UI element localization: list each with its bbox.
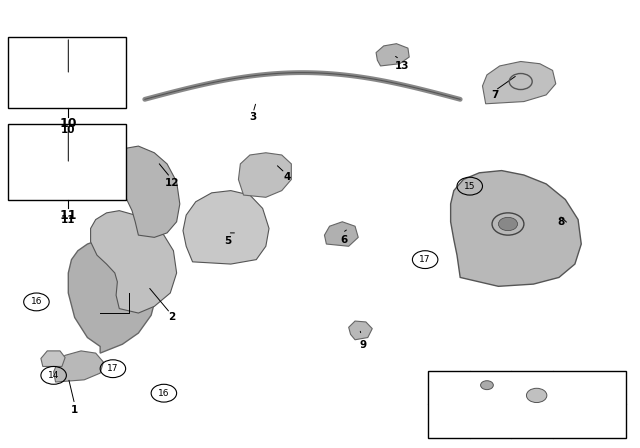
Text: 466250: 466250	[586, 430, 623, 440]
Polygon shape	[349, 321, 372, 340]
Text: 17: 17	[419, 255, 431, 264]
Circle shape	[481, 381, 493, 390]
Polygon shape	[68, 237, 157, 353]
Polygon shape	[41, 351, 65, 366]
Polygon shape	[45, 57, 62, 75]
Text: 8: 8	[557, 217, 564, 227]
Text: 16: 16	[158, 389, 170, 398]
Circle shape	[499, 217, 518, 231]
Text: 6: 6	[340, 235, 348, 245]
Polygon shape	[554, 390, 614, 403]
Text: 16: 16	[481, 375, 493, 383]
Text: 16: 16	[31, 297, 42, 306]
Text: 12: 12	[165, 178, 179, 188]
Polygon shape	[20, 46, 36, 77]
Text: 10: 10	[60, 117, 77, 130]
Text: 7: 7	[492, 90, 499, 100]
FancyBboxPatch shape	[8, 37, 125, 108]
Text: 10: 10	[61, 125, 76, 134]
Polygon shape	[438, 387, 465, 404]
Text: 3: 3	[250, 112, 257, 122]
Polygon shape	[91, 211, 177, 313]
Polygon shape	[376, 44, 409, 66]
Text: 2: 2	[168, 313, 176, 323]
Polygon shape	[239, 153, 291, 197]
Text: 4: 4	[283, 172, 291, 182]
Text: 11: 11	[60, 209, 77, 222]
Text: 17: 17	[107, 364, 118, 373]
Text: 11: 11	[61, 215, 76, 225]
Text: 15: 15	[524, 411, 536, 420]
Polygon shape	[113, 146, 180, 237]
Polygon shape	[483, 61, 556, 104]
Polygon shape	[54, 351, 103, 382]
Polygon shape	[75, 44, 113, 75]
Circle shape	[527, 388, 547, 403]
Polygon shape	[20, 148, 43, 180]
Polygon shape	[49, 149, 68, 182]
Text: 14: 14	[48, 371, 60, 380]
Text: 14: 14	[524, 376, 536, 385]
Text: 1: 1	[71, 405, 78, 415]
Polygon shape	[324, 222, 358, 246]
FancyBboxPatch shape	[8, 124, 125, 199]
Text: 13: 13	[394, 61, 409, 71]
Polygon shape	[84, 159, 115, 180]
Text: 5: 5	[224, 236, 231, 246]
Text: 9: 9	[360, 340, 367, 350]
Text: 15: 15	[464, 181, 476, 191]
Polygon shape	[183, 190, 269, 264]
Polygon shape	[451, 171, 581, 286]
FancyBboxPatch shape	[428, 371, 626, 438]
Text: 17: 17	[433, 376, 446, 385]
